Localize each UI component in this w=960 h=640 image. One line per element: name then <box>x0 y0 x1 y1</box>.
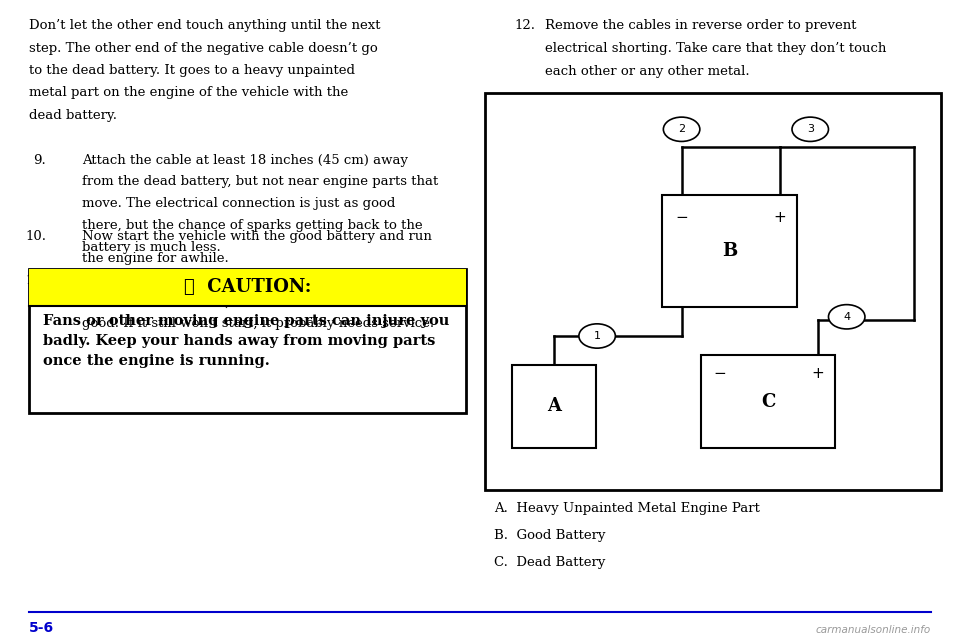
Text: −: − <box>675 210 688 225</box>
Text: from the dead battery, but not near engine parts that: from the dead battery, but not near engi… <box>82 175 438 188</box>
Text: there, but the chance of sparks getting back to the: there, but the chance of sparks getting … <box>82 219 422 232</box>
Text: 3: 3 <box>806 124 814 134</box>
Bar <box>29 269 466 306</box>
Text: A.  Heavy Unpainted Metal Engine Part: A. Heavy Unpainted Metal Engine Part <box>494 502 760 515</box>
Text: 4: 4 <box>843 312 851 322</box>
Text: each other or any other metal.: each other or any other metal. <box>545 65 750 78</box>
Text: ⚠  CAUTION:: ⚠ CAUTION: <box>183 278 311 296</box>
Circle shape <box>828 305 865 329</box>
Text: B: B <box>722 242 737 260</box>
Text: to the dead battery. It goes to a heavy unpainted: to the dead battery. It goes to a heavy … <box>29 64 355 77</box>
Text: B.  Good Battery: B. Good Battery <box>494 529 606 542</box>
Text: good. If it still won’t start, it probably needs service.: good. If it still won’t start, it probab… <box>82 317 434 330</box>
Text: A: A <box>547 397 561 415</box>
Text: the engine for awhile.: the engine for awhile. <box>82 252 228 265</box>
Text: carmanualsonline.info: carmanualsonline.info <box>816 625 931 635</box>
Text: electrical shorting. Take care that they don’t touch: electrical shorting. Take care that they… <box>545 42 887 55</box>
Text: Attach the cable at least 18 inches (45 cm) away: Attach the cable at least 18 inches (45 … <box>82 154 408 166</box>
Text: move. The electrical connection is just as good: move. The electrical connection is just … <box>82 197 395 210</box>
Text: step. The other end of the negative cable doesn’t go: step. The other end of the negative cabl… <box>29 42 377 54</box>
Circle shape <box>792 117 828 141</box>
Text: battery is much less.: battery is much less. <box>82 241 221 253</box>
Bar <box>29 269 466 413</box>
Text: 2: 2 <box>678 124 685 134</box>
Text: 1: 1 <box>593 331 601 341</box>
Text: 10.: 10. <box>25 230 46 243</box>
Text: 5-6: 5-6 <box>29 621 54 635</box>
Bar <box>701 355 835 448</box>
Bar <box>485 93 941 490</box>
Text: C.  Dead Battery: C. Dead Battery <box>494 556 606 569</box>
Text: +: + <box>811 366 825 381</box>
Circle shape <box>579 324 615 348</box>
Text: C: C <box>761 392 775 411</box>
Text: dead battery.: dead battery. <box>29 109 117 122</box>
Text: start after a few tries, make sure all connections are: start after a few tries, make sure all c… <box>82 296 434 308</box>
Text: +: + <box>773 210 786 225</box>
Bar <box>662 195 797 307</box>
Text: 12.: 12. <box>515 19 536 32</box>
Text: Remove the cables in reverse order to prevent: Remove the cables in reverse order to pr… <box>545 19 856 32</box>
Text: Now start the vehicle with the good battery and run: Now start the vehicle with the good batt… <box>82 230 431 243</box>
Text: 11.: 11. <box>25 274 46 287</box>
Bar <box>512 365 596 448</box>
Text: −: − <box>713 366 727 381</box>
Text: Don’t let the other end touch anything until the next: Don’t let the other end touch anything u… <box>29 19 380 32</box>
Text: 9.: 9. <box>34 154 46 166</box>
Text: Fans or other moving engine parts can injure you
badly. Keep your hands away fro: Fans or other moving engine parts can in… <box>43 314 449 368</box>
Text: metal part on the engine of the vehicle with the: metal part on the engine of the vehicle … <box>29 86 348 99</box>
Circle shape <box>663 117 700 141</box>
Text: Try to start the vehicle with the dead battery. If it won’t: Try to start the vehicle with the dead b… <box>82 274 456 287</box>
